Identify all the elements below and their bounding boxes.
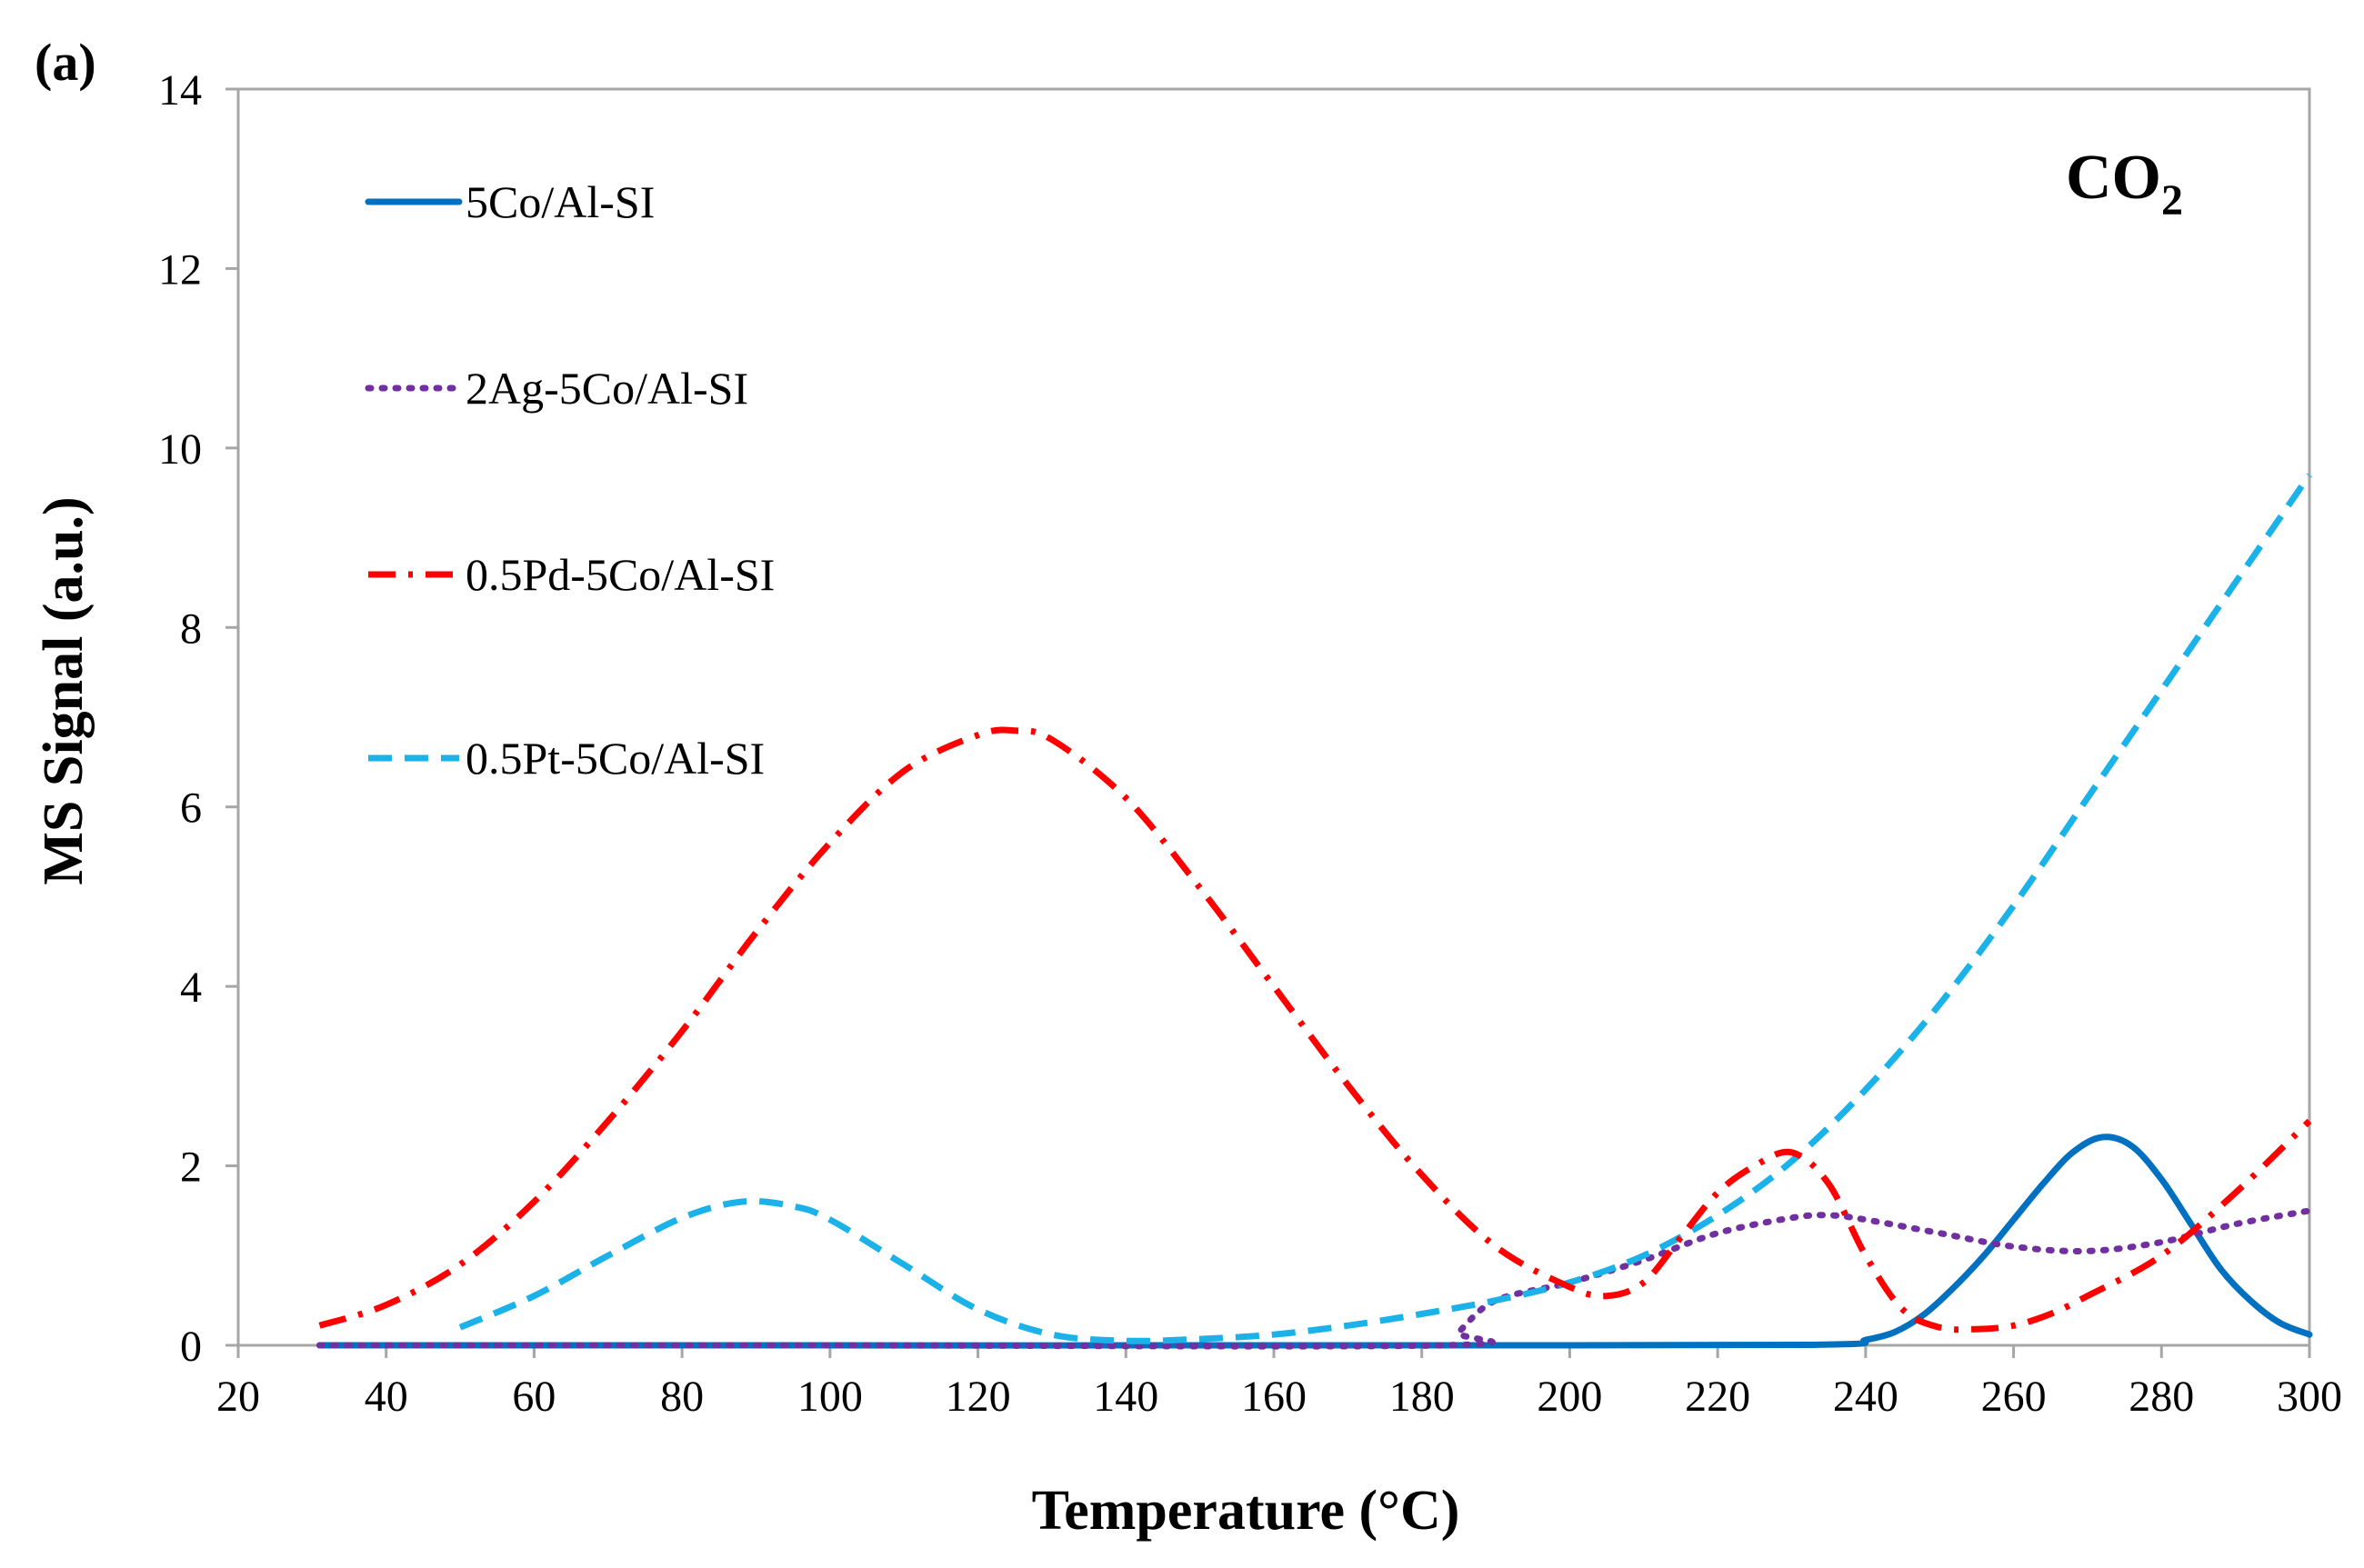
x-tick-label: 240: [1833, 1373, 1898, 1421]
x-tick-label: 180: [1389, 1373, 1455, 1421]
legend: 5Co/Al-SI 2Ag-5Co/Al-SI 0.5Pd-5Co/Al-SI 0.5…: [365, 176, 775, 784]
y-tick-label: 2: [180, 1144, 202, 1192]
x-tick-label: 300: [2277, 1373, 2342, 1421]
legend-label-3: 0.5Pt-5Co/Al-SI: [466, 733, 765, 784]
panel-label: (a): [35, 33, 96, 92]
x-tick-label: 60: [512, 1373, 556, 1421]
x-tick-label: 280: [2129, 1373, 2194, 1421]
legend-label-0: 5Co/Al-SI: [466, 176, 655, 227]
axis-ticks: 20 40 60 80 100 120 140 160 180 200 220 240 260 280 30…: [158, 66, 2342, 1421]
y-tick-label: 14: [158, 66, 202, 115]
legend-label-2: 0.5Pd-5Co/Al-SI: [466, 549, 775, 600]
x-tick-label: 200: [1537, 1373, 1602, 1421]
x-tick-label: 140: [1093, 1373, 1158, 1421]
species-annotation-subscript: 2: [2161, 176, 2183, 225]
x-tick-label: 80: [660, 1373, 704, 1421]
x-tick-label: 40: [365, 1373, 408, 1421]
x-tick-label: 20: [216, 1373, 260, 1421]
species-annotation: CO2: [2066, 143, 2183, 225]
x-tick-label: 260: [1981, 1373, 2047, 1421]
y-tick-label: 0: [180, 1323, 202, 1371]
y-axis-title: MS Signal (a.u.): [33, 496, 95, 884]
x-tick-label: 120: [946, 1373, 1011, 1421]
x-tick-label: 100: [797, 1373, 863, 1421]
series-line-3: [458, 473, 2312, 1344]
y-tick-label: 12: [158, 245, 202, 294]
series-line-1: [316, 1207, 2313, 1350]
series-line-2: [318, 726, 2312, 1333]
x-axis-title: Temperature (°C): [1032, 1480, 1460, 1542]
species-annotation-base: CO: [2066, 143, 2161, 213]
series-lines: [316, 473, 2313, 1350]
y-tick-label: 4: [180, 964, 202, 1012]
y-tick-label: 10: [158, 425, 202, 474]
x-tick-label: 220: [1685, 1373, 1750, 1421]
legend-label-1: 2Ag-5Co/Al-SI: [466, 363, 748, 414]
x-tick-label: 160: [1241, 1373, 1307, 1421]
y-tick-label: 6: [180, 784, 202, 833]
y-tick-label: 8: [180, 604, 202, 653]
